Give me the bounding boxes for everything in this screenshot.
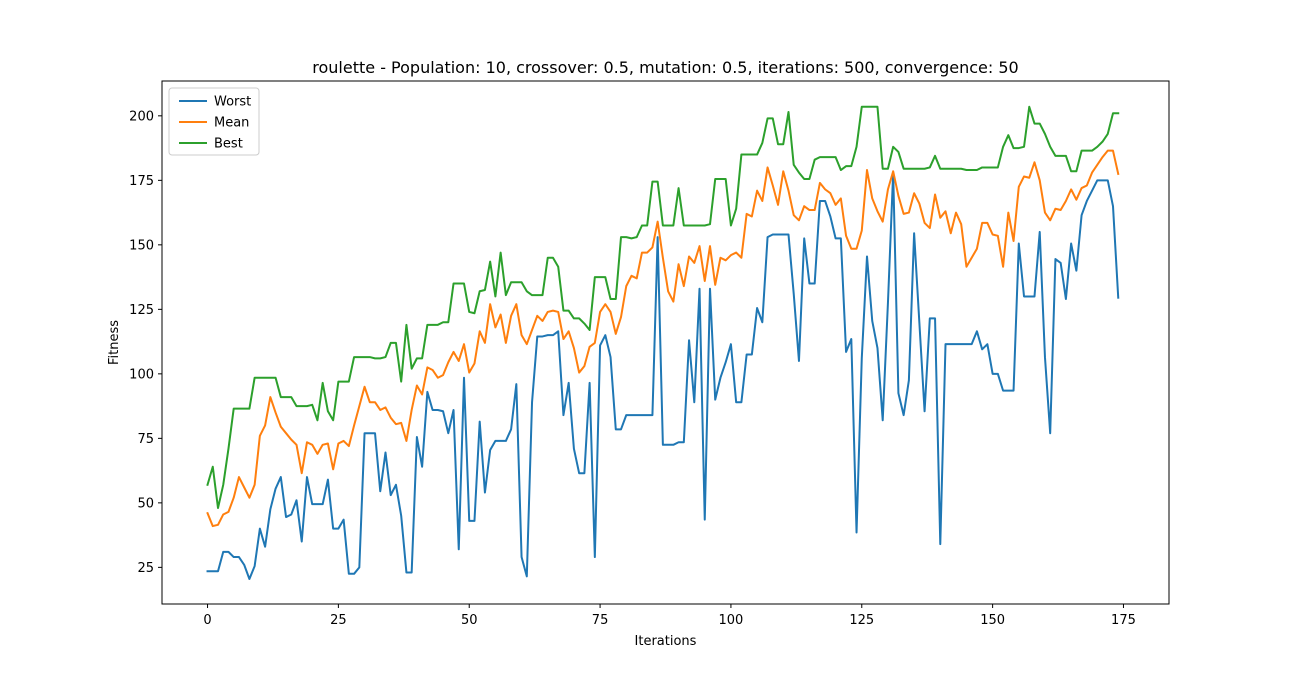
- series-lines: [206, 105, 1120, 580]
- legend-box: [168, 87, 260, 156]
- series-line-best: [206, 105, 1120, 510]
- series-line-mean: [206, 149, 1120, 528]
- x-tick-label: 75: [592, 613, 609, 628]
- legend-label-mean: Mean: [214, 116, 249, 131]
- y-tick-label: 50: [137, 496, 154, 511]
- y-axis-ticks: 25 50 75 100 125 150 175 200: [129, 109, 162, 576]
- y-tick-label: 25: [137, 561, 154, 576]
- y-tick-label: 200: [129, 109, 154, 124]
- x-tick-label: 25: [330, 613, 347, 628]
- legend: Worst Mean Best: [168, 87, 260, 156]
- y-tick-label: 100: [129, 367, 154, 382]
- plot-area-frame: [161, 80, 1170, 605]
- x-axis-ticks: 0 25 50 75 100 125 150 175: [203, 604, 1136, 628]
- x-axis-label: Iterations: [635, 634, 697, 649]
- x-tick-label: 175: [1111, 613, 1136, 628]
- x-tick-label: 125: [849, 613, 874, 628]
- legend-label-worst: Worst: [214, 95, 251, 110]
- y-axis-label: Fitness: [107, 320, 122, 365]
- x-tick-label: 0: [203, 613, 211, 628]
- y-tick-label: 150: [129, 238, 154, 253]
- x-tick-label: 150: [980, 613, 1005, 628]
- y-tick-label: 75: [137, 432, 154, 447]
- y-tick-label: 125: [129, 303, 154, 318]
- y-tick-label: 175: [129, 174, 154, 189]
- x-tick-label: 50: [461, 613, 478, 628]
- chart-title: roulette - Population: 10, crossover: 0.…: [312, 58, 1018, 77]
- x-tick-label: 100: [719, 613, 744, 628]
- series-line-worst: [206, 171, 1120, 580]
- legend-label-best: Best: [214, 137, 243, 152]
